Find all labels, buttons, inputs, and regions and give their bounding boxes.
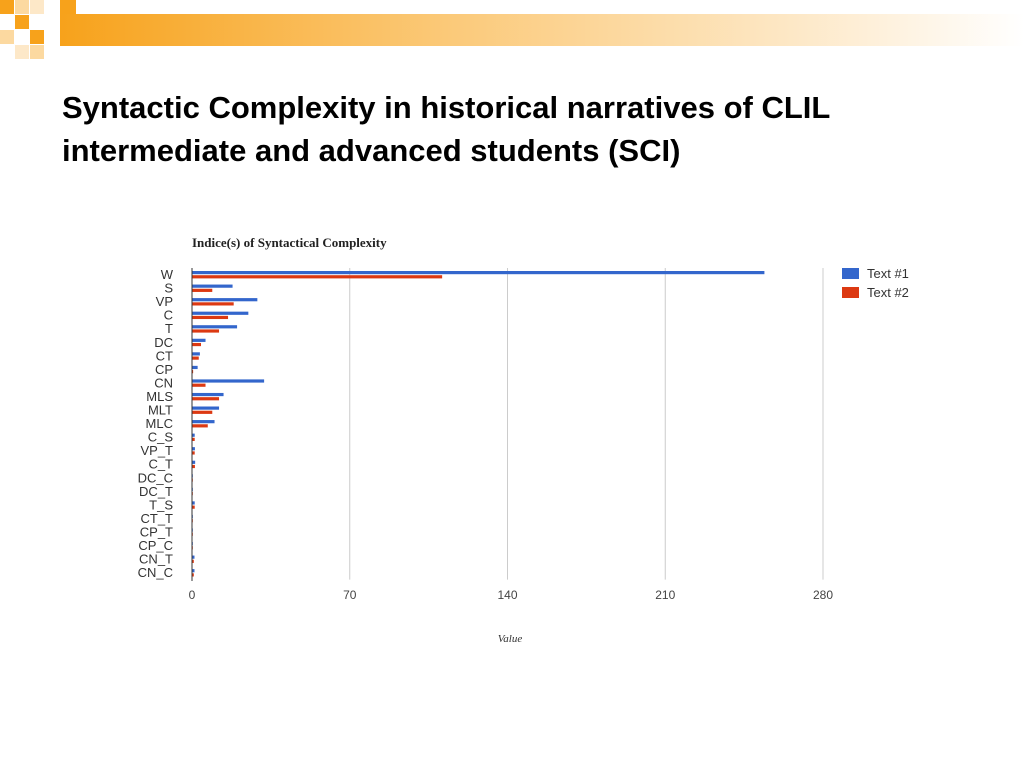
grid-lines	[349, 268, 824, 580]
bar-1-c	[192, 311, 249, 315]
decor-square	[15, 0, 29, 14]
category-label: DC	[154, 335, 173, 350]
bar-2-w	[192, 275, 443, 279]
slide-title-line2: intermediate and advanced students (SCI)	[62, 133, 681, 168]
bar-1-vp-t	[192, 447, 195, 451]
bar-1-c-s	[192, 433, 195, 437]
bar-1-cn-t	[192, 555, 195, 559]
category-label: DC_T	[139, 484, 173, 499]
bar-1-cp	[192, 365, 198, 370]
decor-square	[30, 0, 44, 14]
bar-1-t-s	[192, 501, 195, 505]
decor-square	[0, 0, 14, 14]
slide-title-line1: Syntactic Complexity in historical narra…	[62, 90, 831, 125]
decor-square	[0, 30, 14, 44]
decor-square	[30, 45, 44, 59]
bar-1-ct	[192, 352, 200, 356]
category-label: T	[165, 321, 173, 336]
bar-1-vp	[192, 298, 258, 302]
category-label: MLC	[146, 416, 173, 431]
bar-2-cn-c	[192, 573, 194, 577]
legend-swatch-2	[842, 287, 859, 298]
bar-2-cn-t	[192, 559, 194, 563]
category-label: DC_C	[138, 470, 173, 485]
x-tick-label: 140	[497, 588, 517, 602]
decor-square	[15, 15, 29, 29]
category-label: C_S	[148, 430, 174, 445]
category-label: MLT	[148, 403, 173, 418]
x-axis-label: Value	[498, 633, 523, 645]
category-label: T_S	[149, 497, 173, 512]
category-label: CP_C	[138, 538, 173, 553]
bars	[192, 271, 765, 577]
bar-2-t-s	[192, 505, 195, 509]
bar-2-mls	[192, 397, 220, 401]
category-label: CN_C	[138, 565, 173, 580]
bar-2-c-s	[192, 437, 195, 441]
legend: Text #1 Text #2	[842, 266, 909, 300]
bar-1-mls	[192, 392, 224, 397]
bar-1-mlc	[192, 420, 215, 424]
bar-1-cn-c	[192, 569, 195, 573]
category-label: CT	[156, 348, 173, 363]
bar-2-c	[192, 315, 229, 320]
x-tick-label: 280	[813, 588, 833, 602]
bar-2-s	[192, 288, 213, 292]
bar-2-t	[192, 329, 220, 333]
category-label: MLS	[146, 389, 173, 404]
bar-2-cn	[192, 383, 206, 387]
category-label: CP	[155, 362, 173, 377]
bar-2-c-t	[192, 464, 195, 469]
bar-2-ct	[192, 356, 199, 360]
legend-label-1: Text #1	[867, 266, 909, 281]
x-tick-label: 0	[189, 588, 196, 602]
bar-2-mlc	[192, 424, 208, 428]
bar-1-mlt	[192, 406, 220, 410]
bar-2-cp	[192, 370, 194, 374]
category-label: S	[164, 281, 173, 296]
bar-1-w	[192, 271, 765, 275]
legend-swatch-1	[842, 268, 859, 279]
category-label: VP	[156, 294, 173, 309]
category-label: VP_T	[140, 443, 173, 458]
header-decoration	[0, 0, 1024, 60]
bar-1-c-t	[192, 460, 196, 464]
category-label: W	[161, 267, 174, 282]
category-labels: WSVPCTDCCTCPCNMLSMLTMLCC_SVP_TC_TDC_CDC_…	[138, 267, 174, 580]
decor-square	[60, 0, 76, 14]
category-label: C	[164, 308, 173, 323]
category-label: CN	[154, 375, 173, 390]
bar-2-vp	[192, 302, 234, 306]
bar-1-cn	[192, 379, 265, 383]
bar-1-t	[192, 325, 238, 329]
bar-2-mlt	[192, 410, 213, 414]
category-label: CP_T	[140, 524, 173, 539]
decor-square	[15, 45, 29, 59]
category-label: CN_T	[139, 552, 173, 567]
decor-square	[30, 30, 44, 44]
legend-label-2: Text #2	[867, 285, 909, 300]
slide-title: Syntactic Complexity in historical narra…	[62, 86, 962, 172]
bar-2-vp-t	[192, 451, 195, 455]
bar-1-dc	[192, 338, 206, 342]
x-tick-label: 70	[343, 588, 357, 602]
bar-1-s	[192, 284, 233, 288]
header-gradient-bar	[60, 14, 1024, 46]
bar-2-dc	[192, 342, 202, 347]
category-label: CT_T	[141, 511, 174, 526]
category-label: C_T	[148, 457, 173, 472]
x-tick-labels: 0 70 140 210 280	[189, 588, 834, 602]
chart-title: Indice(s) of Syntactical Complexity	[192, 235, 387, 250]
x-tick-label: 210	[655, 588, 675, 602]
